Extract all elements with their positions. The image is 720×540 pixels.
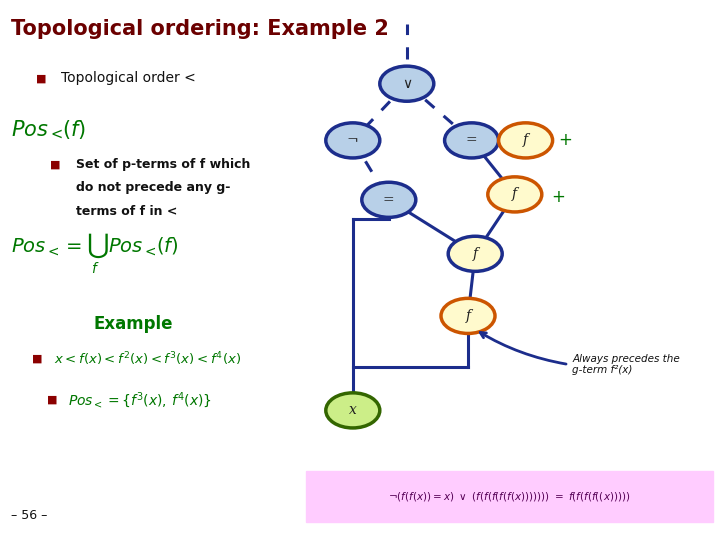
Text: do not precede any g-: do not precede any g- xyxy=(76,181,230,194)
Ellipse shape xyxy=(488,177,541,212)
Text: Always precedes the
g-term f²(x): Always precedes the g-term f²(x) xyxy=(572,354,680,375)
Text: ■: ■ xyxy=(36,73,47,83)
Text: Example: Example xyxy=(94,315,173,333)
Text: $\mathit{Pos}_{<}\!\mathit{(f)}$: $\mathit{Pos}_{<}\!\mathit{(f)}$ xyxy=(11,118,86,141)
Text: =: = xyxy=(466,133,477,147)
Ellipse shape xyxy=(448,237,503,271)
Text: x: x xyxy=(349,403,356,417)
Text: f: f xyxy=(465,309,471,323)
Text: $\mathit{Pos}_{<} = \{\mathit{f}^3(\mathit{x}),\,\mathit{f}^4(\mathit{x})\}$: $\mathit{Pos}_{<} = \{\mathit{f}^3(\math… xyxy=(68,390,212,409)
Text: Topological order <: Topological order < xyxy=(61,71,196,85)
Text: +: + xyxy=(558,131,572,150)
Text: Topological ordering: Example 2: Topological ordering: Example 2 xyxy=(11,19,389,39)
Text: ¬: ¬ xyxy=(347,133,359,147)
Text: =: = xyxy=(383,193,395,207)
Ellipse shape xyxy=(441,298,495,333)
Text: Set of p-terms of f which: Set of p-terms of f which xyxy=(76,158,250,171)
Text: $\mathit{Pos}_{<} = \bigcup_{\!\mathit{f}}\,\mathit{Pos}_{<}\!\mathit{(f)}$: $\mathit{Pos}_{<} = \bigcup_{\!\mathit{f… xyxy=(11,232,179,276)
Ellipse shape xyxy=(498,123,553,158)
Text: ■: ■ xyxy=(32,354,43,364)
Ellipse shape xyxy=(362,183,416,217)
Text: ■: ■ xyxy=(50,160,61,170)
Text: $\mathit{x} < \mathit{f}(\mathit{x}) < \mathit{f}^2(\mathit{x}) < \mathit{f}^3(\: $\mathit{x} < \mathit{f}(\mathit{x}) < \… xyxy=(54,350,241,368)
FancyBboxPatch shape xyxy=(306,471,713,522)
Ellipse shape xyxy=(380,66,433,102)
Text: f: f xyxy=(472,247,478,261)
Text: f: f xyxy=(523,133,528,147)
Text: terms of f in <: terms of f in < xyxy=(76,205,177,218)
Text: $\neg(\mathit{f}(\mathit{f}(\mathit{x})){=}\mathit{x})\ \vee\ (\mathit{f}(\mathi: $\neg(\mathit{f}(\mathit{f}(\mathit{x}))… xyxy=(388,490,630,503)
Text: f: f xyxy=(512,187,518,201)
Text: +: + xyxy=(551,188,564,206)
Text: – 56 –: – 56 – xyxy=(11,509,48,522)
Ellipse shape xyxy=(325,393,380,428)
Ellipse shape xyxy=(445,123,498,158)
Text: ∨: ∨ xyxy=(402,77,412,91)
Text: ■: ■ xyxy=(47,395,58,404)
Ellipse shape xyxy=(325,123,380,158)
